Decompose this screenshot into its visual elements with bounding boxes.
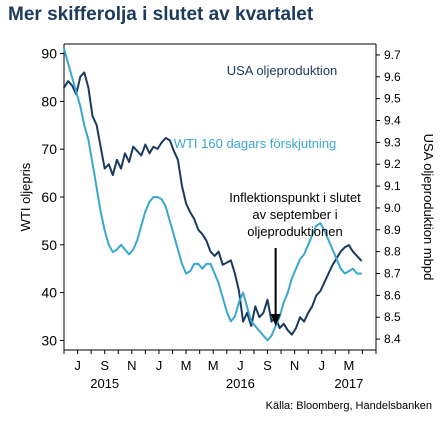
left-tick-label: 70 — [41, 141, 57, 157]
right-tick-label: 9.3 — [384, 135, 401, 149]
right-tick-label: 9.0 — [384, 201, 401, 215]
right-tick-label: 8.8 — [384, 245, 401, 259]
series-line — [63, 71, 363, 336]
annotation-text: Inflektionspunkt i slutet — [229, 190, 361, 205]
left-tick-label: 60 — [41, 189, 57, 205]
x-year-label: 2016 — [226, 376, 255, 391]
x-tick-label: N — [290, 358, 299, 373]
right-axis-title: USA oljeproduktion mbpd — [421, 134, 436, 281]
annotation-text: av september i — [252, 207, 337, 222]
left-tick-label: 80 — [41, 93, 57, 109]
chart-title: Mer skifferolja i slutet av kvartalet — [8, 4, 314, 25]
x-year-label: 2017 — [334, 376, 363, 391]
left-tick-label: 90 — [41, 46, 57, 62]
x-tick-label: S — [263, 358, 272, 373]
right-tick-label: 9.6 — [384, 70, 401, 84]
right-tick-label: 8.5 — [384, 310, 401, 324]
right-tick-label: 9.5 — [384, 92, 401, 106]
left-axis-title: WTI oljepris — [18, 162, 33, 231]
left-tick-label: 50 — [41, 237, 57, 253]
x-tick-label: J — [318, 358, 325, 373]
x-tick-label: N — [127, 358, 136, 373]
right-tick-label: 9.4 — [384, 114, 401, 128]
right-tick-label: 8.9 — [384, 223, 401, 237]
left-tick-label: 40 — [41, 285, 57, 301]
series-label-wti: WTI 160 dagars förskjutning — [174, 136, 337, 151]
right-tick-label: 9.7 — [384, 48, 401, 62]
x-tick-label: J — [74, 358, 81, 373]
series-label-production: USA oljeproduktion — [227, 63, 338, 78]
series-line — [63, 47, 363, 342]
right-tick-label: 9.1 — [384, 179, 401, 193]
x-tick-label: M — [343, 358, 354, 373]
x-tick-label: J — [156, 358, 163, 373]
x-tick-label: M — [181, 358, 192, 373]
right-tick-label: 8.6 — [384, 288, 401, 302]
right-tick-label: 9.2 — [384, 157, 401, 171]
annotation-text: oljeproduktionen — [247, 224, 342, 239]
annotation-arrow-head — [270, 314, 281, 326]
left-tick-label: 30 — [41, 332, 57, 348]
source-note: Källa: Bloomberg, Handelsbanken — [265, 400, 432, 412]
x-tick-label: S — [100, 358, 109, 373]
x-year-label: 2015 — [90, 376, 119, 391]
x-tick-label: M — [208, 358, 219, 373]
right-tick-label: 8.7 — [384, 267, 401, 281]
right-tick-label: 8.4 — [384, 332, 401, 346]
x-tick-label: J — [237, 358, 244, 373]
